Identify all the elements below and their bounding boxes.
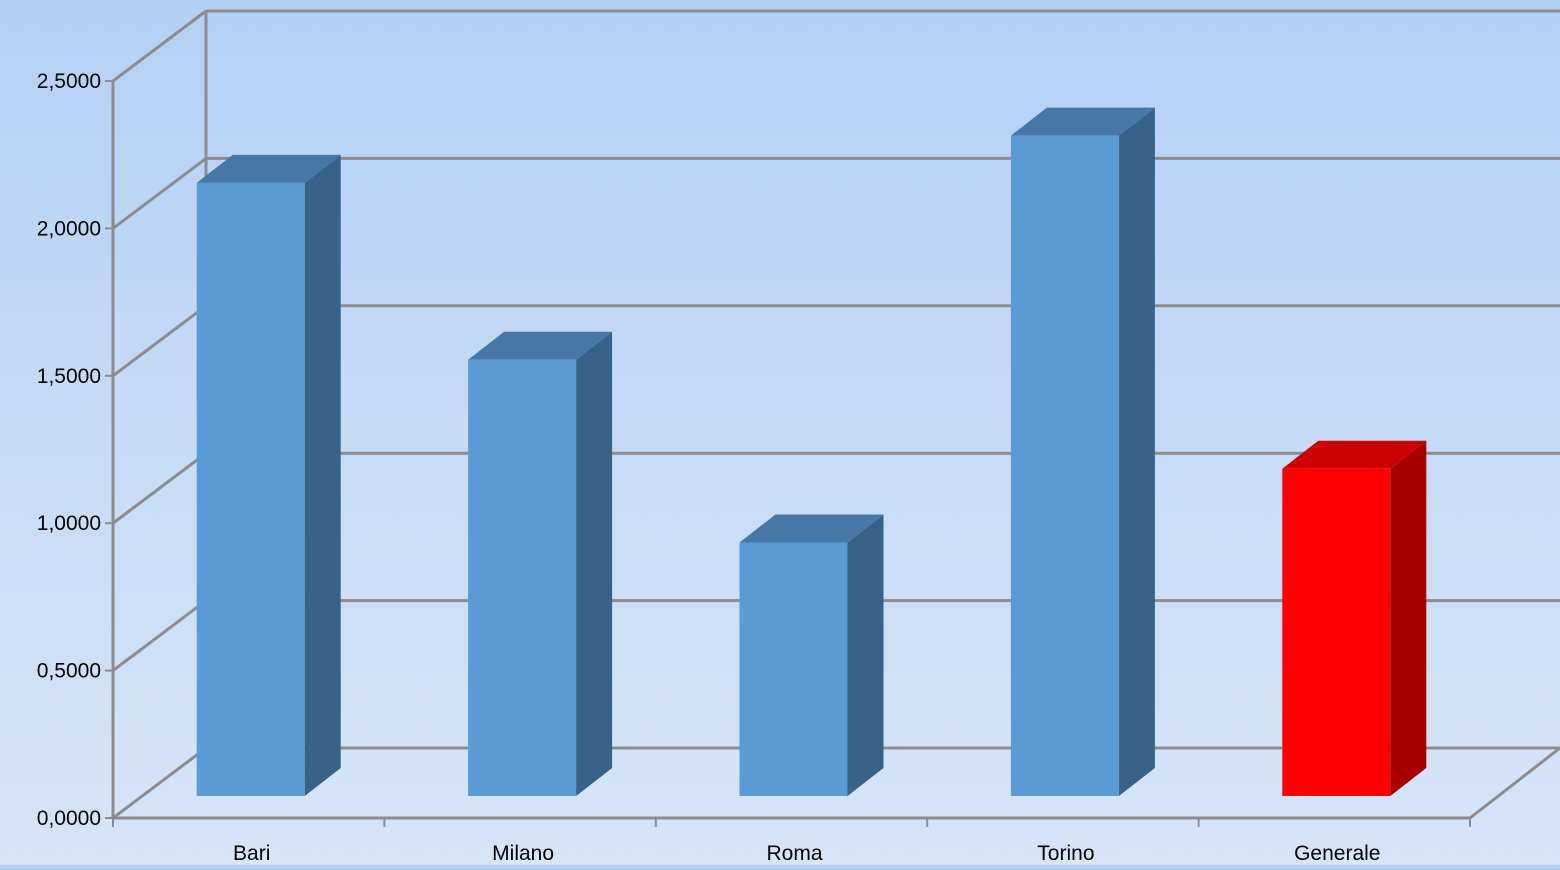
bar-roma — [739, 514, 884, 796]
bar-top — [1010, 107, 1155, 136]
bar-front — [1010, 135, 1119, 796]
y-tick-label: 2,0000 — [37, 217, 101, 240]
bar-generale — [1282, 440, 1427, 796]
gridline-side — [112, 452, 207, 525]
gridline-side — [112, 599, 207, 672]
bar-front — [468, 359, 577, 796]
y-tick-label: 2,5000 — [37, 70, 101, 93]
x-tick-label: Generale — [1294, 842, 1380, 865]
y-tick-label: 0,5000 — [37, 660, 101, 683]
bar-bari — [196, 154, 341, 797]
y-tick-label: 0,0000 — [37, 807, 101, 830]
floor-right-edge — [1469, 746, 1560, 820]
bar-milano — [468, 331, 613, 796]
gridline-side — [112, 304, 207, 377]
y-tick-label: 1,5000 — [37, 365, 101, 388]
bars — [196, 107, 1427, 797]
bar-front — [739, 542, 848, 796]
gridline-side — [112, 9, 207, 83]
bar-side — [576, 331, 613, 796]
bar-front — [196, 182, 305, 797]
bar-side — [1118, 107, 1155, 796]
labels: 0,0000 0,5000 1,0000 1,5000 2,0000 2,5000 Bari… — [37, 70, 1381, 865]
bar-torino — [1010, 107, 1155, 796]
x-tick-label: Roma — [766, 842, 822, 865]
bar-front — [1282, 468, 1391, 796]
axes — [105, 80, 1560, 827]
bar-side — [1390, 440, 1427, 796]
gridline-side — [112, 157, 207, 230]
x-tick-label: Milano — [492, 842, 554, 865]
bar-side — [847, 514, 884, 796]
bar-top — [1282, 440, 1427, 469]
y-tick-label: 1,0000 — [37, 512, 101, 535]
bar-top — [196, 154, 341, 183]
x-tick-label: Torino — [1037, 842, 1094, 865]
x-tick-label: Bari — [233, 842, 270, 865]
bar-top — [468, 331, 613, 360]
gridline-side — [112, 746, 207, 820]
bar-side — [304, 154, 341, 797]
bar-top — [739, 514, 884, 543]
